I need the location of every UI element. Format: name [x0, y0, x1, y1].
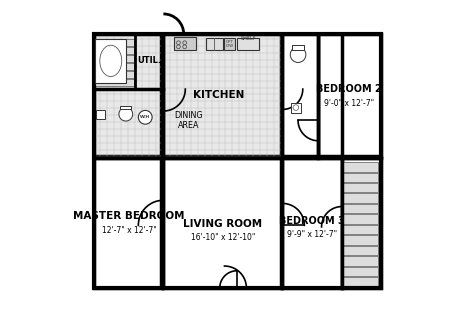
Bar [93, 55, 134, 62]
Text: MASTER BEDROOM: MASTER BEDROOM [73, 211, 185, 221]
Bar [237, 38, 259, 50]
Bar [120, 106, 131, 109]
Bar [95, 39, 127, 83]
Bar [291, 103, 301, 112]
Bar [164, 34, 281, 156]
Circle shape [119, 107, 133, 121]
Bar [206, 38, 223, 50]
Bar [225, 38, 236, 50]
Text: KITCHEN: KITCHEN [192, 90, 244, 100]
Bar [319, 34, 381, 156]
Circle shape [138, 110, 152, 124]
Bar [344, 204, 378, 213]
Bar [344, 277, 378, 286]
Bar [96, 110, 105, 119]
Bar [283, 34, 319, 156]
Text: DINING
AREA: DINING AREA [174, 111, 203, 130]
Bar [93, 63, 134, 70]
Bar [344, 267, 378, 276]
Text: W/H: W/H [140, 115, 150, 119]
Bar [93, 39, 134, 46]
Bar [344, 214, 378, 224]
Bar [344, 225, 378, 234]
Text: UTIL.: UTIL. [137, 56, 161, 65]
Bar [344, 256, 378, 265]
Text: OPT
D/W: OPT D/W [226, 40, 234, 48]
Bar [93, 34, 381, 288]
Bar [93, 34, 161, 156]
Text: BEDROOM 3: BEDROOM 3 [279, 216, 345, 226]
Circle shape [293, 105, 299, 110]
Bar [344, 173, 378, 182]
Text: BEDROOM 2: BEDROOM 2 [316, 84, 382, 94]
Text: 12'-7" x 12'-7": 12'-7" x 12'-7" [101, 226, 156, 234]
Bar [292, 45, 304, 50]
Bar [174, 37, 196, 50]
Bar [344, 235, 378, 245]
Bar [283, 158, 342, 288]
Bar [93, 79, 134, 86]
Bar [93, 47, 134, 54]
Text: LIVING ROOM: LIVING ROOM [183, 219, 263, 229]
Bar [344, 162, 378, 172]
Circle shape [290, 47, 306, 63]
Text: 16'-10" x 12'-10": 16'-10" x 12'-10" [191, 234, 255, 242]
Bar [344, 183, 378, 192]
Bar [164, 158, 281, 288]
Bar [342, 158, 381, 288]
Text: SHELF: SHELF [240, 36, 255, 41]
Text: 9'-0" x 12'-7": 9'-0" x 12'-7" [324, 99, 374, 108]
Bar [344, 193, 378, 203]
Ellipse shape [100, 45, 122, 76]
Bar [344, 246, 378, 255]
Bar [93, 71, 134, 78]
Bar [93, 158, 161, 288]
Text: 9'-9" x 12'-7": 9'-9" x 12'-7" [287, 230, 337, 239]
